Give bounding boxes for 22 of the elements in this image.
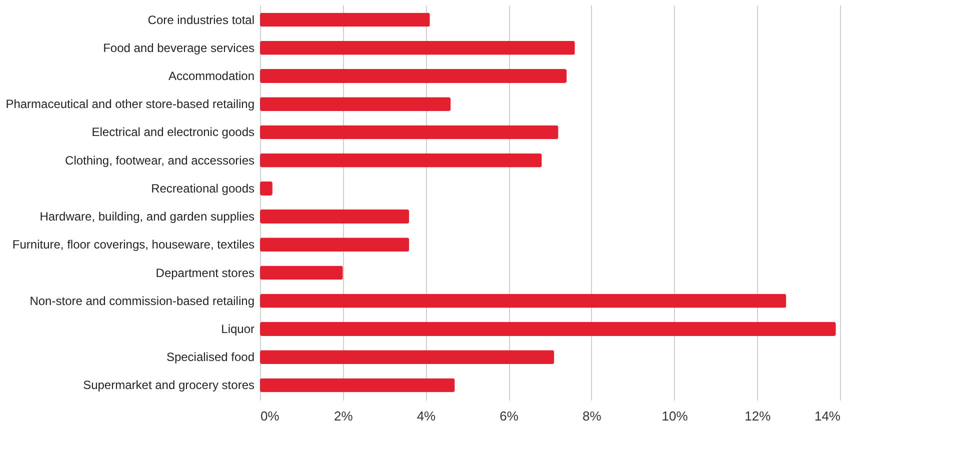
x-tick-label: 8% (582, 408, 602, 424)
y-tick-label: Furniture, floor coverings, houseware, textiles (12, 238, 254, 252)
x-tick-label: 10% (662, 408, 688, 424)
y-tick-label: Specialised food (166, 350, 254, 364)
x-tick-label: 6% (500, 408, 519, 424)
y-tick-label: Food and beverage services (103, 40, 254, 55)
x-tick-label: 12% (744, 408, 772, 424)
y-tick-label: Accommodation (168, 68, 254, 83)
y-tick-label: Recreational goods (151, 181, 254, 196)
y-tick-label: Electrical and electronic goods (92, 125, 254, 140)
x-tick-label: 2% (334, 408, 354, 424)
y-tick-label: Core industries total (148, 12, 254, 27)
y-tick-label: Supermarket and grocery stores (83, 378, 254, 392)
y-tick-label: Clothing, footwear, and accessories (65, 153, 254, 168)
x-tick-label: 0% (260, 408, 280, 424)
y-tick-label: Non-store and commission-based retailing (30, 294, 254, 308)
x-tick-label: 14% (814, 408, 841, 424)
y-tick-label: Department stores (156, 266, 254, 280)
y-tick-label: Liquor (221, 322, 254, 336)
y-tick-label: Pharmaceutical and other store-based retailing (6, 97, 254, 112)
y-tick-label: Hardware, building, and garden supplies (40, 210, 254, 224)
x-tick-label: 4% (416, 408, 436, 424)
